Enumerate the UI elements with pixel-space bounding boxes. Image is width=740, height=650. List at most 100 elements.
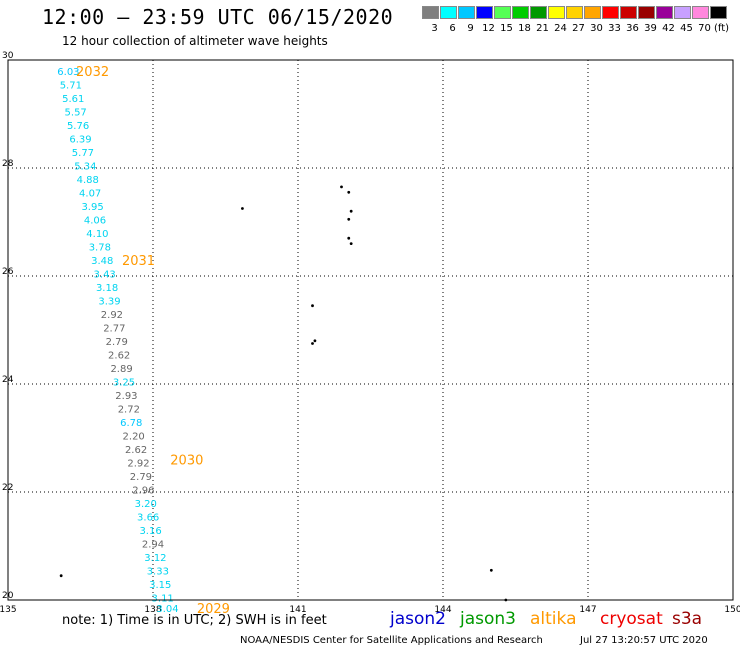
island-marker — [241, 207, 244, 210]
island-marker — [349, 242, 353, 246]
longitude-tick-label: 147 — [579, 605, 596, 615]
wave-height-label: 6.03 — [57, 67, 79, 78]
wave-height-label: 3.25 — [113, 377, 135, 388]
legend-label: 9 — [467, 23, 474, 34]
map-subtitle: 12 hour collection of altimeter wave hei… — [62, 34, 328, 48]
footer-note: note: 1) Time is in UTC; 2) SWH is in fe… — [62, 613, 327, 628]
wave-height-label: 3.11 — [152, 593, 174, 604]
island-marker — [489, 568, 493, 572]
map-grid — [8, 60, 733, 600]
legend-label: 30 — [590, 23, 603, 34]
legend-swatch — [458, 6, 475, 19]
legend-swatch — [566, 6, 583, 19]
wave-height-label: 3.15 — [149, 580, 171, 591]
legend-swatch — [548, 6, 565, 19]
island-marker — [311, 342, 314, 345]
island-marker — [347, 190, 351, 194]
wave-height-label: 6.39 — [69, 134, 91, 145]
satellite-label-s3a: s3a — [672, 609, 703, 629]
island-marker — [59, 574, 63, 578]
credit-text: NOAA/NESDIS Center for Satellite Applica… — [240, 635, 543, 646]
legend-label: 3 — [431, 23, 438, 34]
legend-label: 39 — [644, 23, 657, 34]
wave-height-label: 2.89 — [110, 364, 132, 375]
wave-height-label: 5.76 — [67, 121, 89, 132]
satellite-label-cryosat: cryosat — [600, 609, 663, 629]
wave-height-label: 3.20 — [135, 499, 157, 510]
wave-height-label: 5.57 — [65, 107, 87, 118]
longitude-tick-label: 135 — [0, 605, 17, 615]
legend-swatch — [422, 6, 439, 19]
wave-height-label: 2.77 — [103, 323, 125, 334]
time-label: 2029 — [197, 602, 230, 617]
wave-height-label: 3.43 — [94, 269, 116, 280]
legend-swatch — [476, 6, 493, 19]
legend-swatch — [440, 6, 457, 19]
wave-height-label: 3.12 — [144, 553, 166, 564]
time-label: 2032 — [76, 65, 109, 80]
map-frame — [7, 59, 734, 601]
legend-unit: (ft) — [714, 23, 730, 34]
generation-timestamp: Jul 27 13:20:57 UTC 2020 — [580, 635, 708, 646]
legend-label: 27 — [572, 23, 585, 34]
time-labels: 2032 2031 2030 2029 — [76, 65, 230, 617]
map-title: 12:00 – 23:59 UTC 06/15/2020 — [42, 5, 394, 29]
legend-swatch — [638, 6, 655, 19]
wave-height-label: 2.94 — [142, 539, 164, 550]
legend-swatch — [692, 6, 709, 19]
time-label: 2031 — [122, 254, 155, 269]
wave-height-label: 2.93 — [115, 391, 137, 402]
longitude-tick-label: 150 — [724, 605, 740, 615]
wave-height-label: 2.96 — [132, 485, 154, 496]
legend-label: 24 — [554, 23, 567, 34]
wave-height-label: 2.62 — [125, 445, 147, 456]
island-markers — [59, 185, 508, 602]
wave-height-label: 2.20 — [123, 431, 145, 442]
wave-height-label: 4.88 — [77, 175, 99, 186]
time-label: 2030 — [170, 454, 203, 469]
wave-height-label: 3.16 — [139, 526, 161, 537]
island-marker — [311, 304, 314, 308]
legend-label: 70 — [698, 23, 711, 34]
satellite-label-jason2: jason2 — [390, 609, 446, 629]
legend-swatch — [620, 6, 637, 19]
wave-height-label: 5.77 — [72, 148, 94, 159]
legend-swatch — [512, 6, 529, 19]
legend-swatch — [710, 6, 727, 19]
wave-height-label: 4.06 — [84, 215, 106, 226]
legend-label: 36 — [626, 23, 639, 34]
legend-swatch — [656, 6, 673, 19]
longitude-tick-label: 138 — [144, 605, 161, 615]
legend-swatch — [584, 6, 601, 19]
wave-height-label: 3.39 — [98, 296, 120, 307]
wave-height-label: 3.78 — [89, 242, 111, 253]
wave-height-label: 6.78 — [120, 418, 142, 429]
wave-height-points: 6.03 5.71 5.61 5.57 5.76 6.39 5.77 5.34 4.88 4.07… — [57, 67, 178, 615]
legend-label: 33 — [608, 23, 621, 34]
legend-label: 15 — [500, 23, 513, 34]
longitude-tick-label: 141 — [289, 605, 306, 615]
wave-height-label: 2.79 — [130, 472, 152, 483]
wave-height-label: 2.62 — [108, 350, 130, 361]
wave-height-label: 2.92 — [127, 458, 149, 469]
legend-label: 42 — [662, 23, 675, 34]
wave-height-label: 3.18 — [96, 283, 118, 294]
wave-height-label: 3.04 — [156, 604, 178, 615]
island-marker — [349, 209, 353, 213]
island-marker — [313, 339, 317, 343]
island-marker — [347, 236, 351, 240]
wave-height-label: 2.92 — [101, 310, 123, 321]
legend-label: 12 — [482, 23, 495, 34]
satellite-label-altika: altika — [530, 609, 577, 629]
legend-label: 18 — [518, 23, 531, 34]
wave-height-label: 5.34 — [74, 161, 96, 172]
legend-swatch — [530, 6, 547, 19]
wave-height-label: 4.07 — [79, 188, 101, 199]
wave-height-label: 2.72 — [118, 404, 140, 415]
island-marker — [347, 217, 351, 221]
wave-height-label: 4.10 — [86, 229, 108, 240]
island-marker — [340, 185, 343, 189]
wave-height-label: 3.33 — [147, 566, 169, 577]
longitude-tick-label: 144 — [434, 605, 451, 615]
